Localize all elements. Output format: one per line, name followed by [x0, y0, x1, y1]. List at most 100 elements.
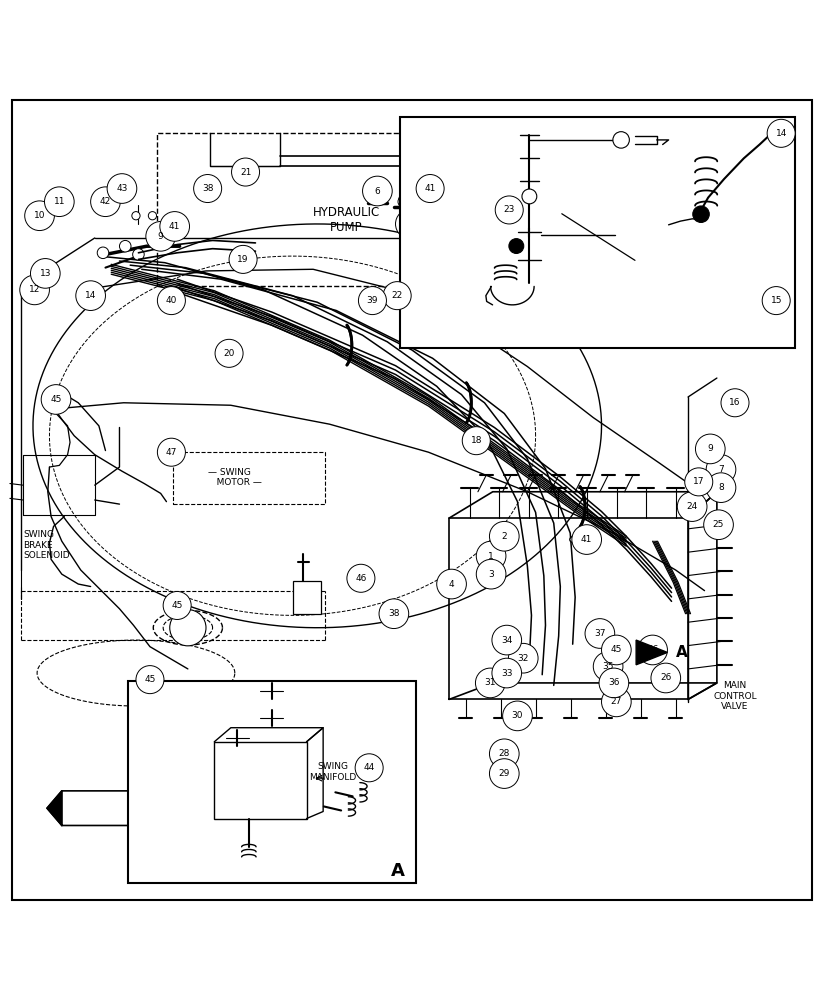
Text: 4: 4 — [449, 580, 454, 589]
Circle shape — [232, 158, 260, 186]
Text: 43: 43 — [116, 184, 128, 193]
Bar — [128, 681, 416, 883]
Text: 45: 45 — [171, 601, 183, 610]
Text: 45: 45 — [50, 395, 62, 404]
Circle shape — [41, 385, 71, 414]
Circle shape — [651, 663, 681, 693]
Circle shape — [489, 739, 519, 769]
Text: 39: 39 — [367, 296, 378, 305]
Ellipse shape — [569, 534, 597, 545]
Text: SWING
BRAKE
SOLENOID: SWING BRAKE SOLENOID — [23, 530, 70, 560]
Circle shape — [49, 393, 63, 406]
Circle shape — [372, 190, 382, 200]
Circle shape — [677, 492, 707, 521]
Text: 41: 41 — [169, 222, 180, 231]
Circle shape — [602, 687, 631, 717]
Circle shape — [706, 473, 736, 502]
Text: 3: 3 — [489, 570, 494, 579]
Circle shape — [229, 245, 257, 273]
Circle shape — [91, 187, 120, 217]
Circle shape — [107, 174, 137, 203]
Circle shape — [593, 652, 623, 681]
Text: 37: 37 — [594, 629, 606, 638]
Bar — [214, 742, 307, 819]
Text: 26: 26 — [660, 673, 672, 682]
Circle shape — [347, 564, 375, 592]
Text: 27: 27 — [611, 697, 622, 706]
Text: 41: 41 — [424, 184, 436, 193]
Circle shape — [133, 249, 144, 260]
Text: 38: 38 — [388, 609, 400, 618]
Circle shape — [613, 132, 630, 148]
Text: 9: 9 — [708, 444, 713, 453]
Circle shape — [355, 754, 383, 782]
Text: 28: 28 — [499, 749, 510, 758]
Circle shape — [503, 701, 532, 731]
Circle shape — [585, 619, 615, 648]
Text: 5: 5 — [441, 168, 446, 177]
Text: 40: 40 — [166, 296, 177, 305]
Circle shape — [706, 455, 736, 484]
Circle shape — [572, 525, 602, 554]
Circle shape — [721, 389, 749, 417]
Text: 16: 16 — [729, 398, 741, 407]
Text: 9: 9 — [158, 232, 163, 241]
Text: 34: 34 — [501, 636, 513, 645]
Circle shape — [762, 287, 790, 315]
Text: 18: 18 — [471, 436, 482, 445]
Circle shape — [119, 240, 131, 252]
Circle shape — [97, 247, 109, 259]
Text: 36: 36 — [608, 678, 620, 687]
Circle shape — [475, 668, 505, 698]
Text: 46: 46 — [355, 574, 367, 583]
Circle shape — [437, 569, 466, 599]
Circle shape — [160, 212, 190, 241]
Circle shape — [379, 599, 409, 629]
Text: 32: 32 — [517, 654, 529, 663]
Text: 29: 29 — [499, 769, 510, 778]
Text: 7: 7 — [719, 465, 723, 474]
Polygon shape — [47, 791, 62, 825]
Circle shape — [693, 206, 709, 222]
Circle shape — [148, 212, 157, 220]
Circle shape — [767, 119, 795, 147]
Circle shape — [602, 635, 631, 665]
Text: 45: 45 — [611, 645, 622, 654]
Circle shape — [30, 259, 60, 288]
Circle shape — [489, 521, 519, 551]
Text: 26: 26 — [647, 645, 658, 654]
Circle shape — [492, 658, 522, 688]
Text: SWING
MANIFOLD: SWING MANIFOLD — [309, 762, 356, 782]
Circle shape — [398, 196, 410, 207]
Text: 35: 35 — [602, 662, 614, 671]
Text: 6: 6 — [375, 186, 380, 196]
Text: MAIN
CONTROL
VALVE: MAIN CONTROL VALVE — [714, 681, 756, 711]
Text: 45: 45 — [144, 675, 156, 684]
Text: 17: 17 — [693, 477, 705, 486]
Bar — [173, 452, 325, 504]
Text: 41: 41 — [581, 535, 592, 544]
Text: HYDRAULIC
PUMP: HYDRAULIC PUMP — [312, 206, 380, 234]
Circle shape — [428, 157, 458, 187]
Text: 23: 23 — [503, 205, 515, 214]
Circle shape — [194, 175, 222, 203]
Text: FRONT: FRONT — [91, 803, 133, 813]
Bar — [400, 117, 795, 348]
Text: A: A — [391, 862, 405, 880]
Text: 47: 47 — [166, 448, 177, 457]
Circle shape — [170, 610, 206, 646]
Text: 4: 4 — [408, 219, 413, 228]
Circle shape — [685, 468, 713, 496]
Circle shape — [136, 666, 164, 694]
Bar — [293, 581, 321, 614]
Circle shape — [599, 668, 629, 698]
Text: 31: 31 — [485, 678, 496, 687]
Text: 13: 13 — [40, 269, 51, 278]
Text: 44: 44 — [363, 763, 375, 772]
Circle shape — [215, 339, 243, 367]
Text: 20: 20 — [223, 349, 235, 358]
Text: A: A — [676, 645, 687, 660]
Circle shape — [132, 212, 140, 220]
Polygon shape — [636, 640, 667, 665]
Text: 38: 38 — [202, 184, 213, 193]
